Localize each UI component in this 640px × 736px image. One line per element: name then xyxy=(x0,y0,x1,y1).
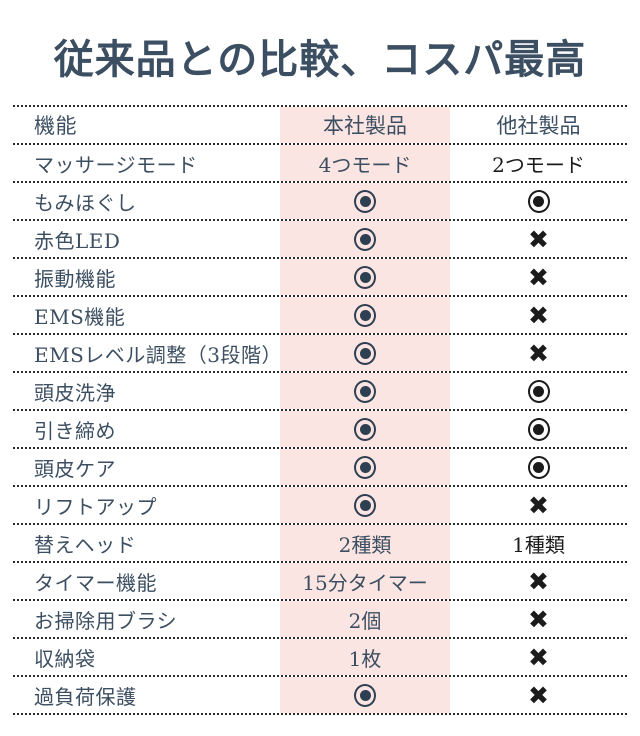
other-product-cell xyxy=(450,373,627,409)
feature-label: 頭皮ケア xyxy=(34,456,116,481)
value-text: 2つモード xyxy=(492,152,585,177)
feature-label: 振動機能 xyxy=(34,266,116,291)
other-product-cell: ✖ xyxy=(450,563,627,599)
other-product-cell: ✖ xyxy=(450,487,627,523)
value-text: 4つモード xyxy=(318,152,412,177)
other-product-cell: ✖ xyxy=(450,601,627,637)
other-product-cell: 2つモード xyxy=(450,145,627,181)
our-product-cell xyxy=(280,221,450,257)
our-product-cell xyxy=(280,183,450,219)
bullseye-circle-icon xyxy=(354,493,376,517)
cross-icon: ✖ xyxy=(528,604,549,634)
feature-label: EMS機能 xyxy=(34,304,126,329)
table-header-row: 機能 本社製品 他社製品 xyxy=(13,105,627,143)
other-product-cell xyxy=(450,449,627,485)
feature-label: 替えヘッド xyxy=(34,532,137,557)
our-product-cell xyxy=(280,487,450,523)
other-product-cell: ✖ xyxy=(450,335,627,371)
bullseye-circle-icon xyxy=(354,189,376,213)
cross-icon: ✖ xyxy=(528,338,549,368)
other-product-cell: ✖ xyxy=(450,677,627,713)
our-product-cell xyxy=(280,335,450,371)
other-product-cell: 1種類 xyxy=(450,525,627,561)
column-header-feature: 機能 xyxy=(34,114,77,138)
bullseye-circle-icon xyxy=(527,455,550,479)
cross-icon: ✖ xyxy=(528,224,549,254)
table-row: 赤色LED ✖ xyxy=(13,219,627,257)
our-product-cell: 4つモード xyxy=(280,145,450,181)
table-row: 収納袋 1枚 ✖ xyxy=(13,637,627,675)
bullseye-circle-icon xyxy=(354,683,376,707)
table-row: タイマー機能 15分タイマー ✖ xyxy=(13,561,627,599)
table-row: もみほぐし xyxy=(13,181,627,219)
bullseye-circle-icon xyxy=(354,379,376,403)
bullseye-circle-icon xyxy=(354,455,376,479)
feature-label: タイマー機能 xyxy=(34,570,157,595)
cross-icon: ✖ xyxy=(528,680,549,710)
value-text: 1枚 xyxy=(348,646,382,671)
our-product-cell xyxy=(280,259,450,295)
table-row: 振動機能 ✖ xyxy=(13,257,627,295)
cross-icon: ✖ xyxy=(528,490,549,520)
our-product-cell xyxy=(280,449,450,485)
our-product-cell: 15分タイマー xyxy=(280,563,450,599)
title-area: 従来品との比較、コスパ最高 xyxy=(0,0,640,105)
column-header-our-product: 本社製品 xyxy=(280,107,450,143)
bullseye-circle-icon xyxy=(354,417,376,441)
table-row: 替えヘッド 2種類 1種類 xyxy=(13,523,627,561)
bullseye-circle-icon xyxy=(527,189,550,213)
other-product-cell xyxy=(450,183,627,219)
value-text: 2個 xyxy=(348,608,382,633)
other-product-cell xyxy=(450,411,627,447)
table-row: EMS機能 ✖ xyxy=(13,295,627,333)
table-row: リフトアップ ✖ xyxy=(13,485,627,523)
bullseye-circle-icon xyxy=(354,303,376,327)
page-title: 従来品との比較、コスパ最高 xyxy=(53,35,587,83)
feature-label: お掃除用ブラシ xyxy=(34,608,178,633)
our-product-cell xyxy=(280,677,450,713)
value-text: 15分タイマー xyxy=(302,570,428,595)
our-product-cell xyxy=(280,411,450,447)
table-row: EMSレベル調整（3段階） ✖ xyxy=(13,333,627,371)
feature-label: 赤色LED xyxy=(34,228,121,253)
table-row: マッサージモード 4つモード 2つモード xyxy=(13,143,627,181)
our-product-cell: 1枚 xyxy=(280,639,450,675)
our-product-cell xyxy=(280,297,450,333)
bullseye-circle-icon xyxy=(354,227,376,251)
cross-icon: ✖ xyxy=(528,642,549,672)
cross-icon: ✖ xyxy=(528,566,549,596)
feature-label: 収納袋 xyxy=(34,646,96,671)
feature-label: マッサージモード xyxy=(34,152,198,177)
table-row: 過負荷保護 ✖ xyxy=(13,675,627,713)
bullseye-circle-icon xyxy=(354,341,376,365)
cross-icon: ✖ xyxy=(528,262,549,292)
value-text: 1種類 xyxy=(512,532,565,557)
table-row: 引き締め xyxy=(13,409,627,447)
table-row: お掃除用ブラシ 2個 ✖ xyxy=(13,599,627,637)
our-product-cell xyxy=(280,373,450,409)
feature-label: EMSレベル調整（3段階） xyxy=(34,342,283,367)
our-product-cell: 2個 xyxy=(280,601,450,637)
feature-label: 過負荷保護 xyxy=(34,684,137,709)
bullseye-circle-icon xyxy=(527,417,550,441)
our-product-cell: 2種類 xyxy=(280,525,450,561)
table-row: 頭皮洗浄 xyxy=(13,371,627,409)
value-text: 2種類 xyxy=(338,532,392,557)
other-product-cell: ✖ xyxy=(450,297,627,333)
other-product-cell: ✖ xyxy=(450,259,627,295)
comparison-table: 機能 本社製品 他社製品 マッサージモード 4つモード 2つモード もみほぐし … xyxy=(13,105,627,715)
bullseye-circle-icon xyxy=(527,379,550,403)
feature-label: 頭皮洗浄 xyxy=(34,380,116,405)
bullseye-circle-icon xyxy=(354,265,376,289)
column-header-other-product: 他社製品 xyxy=(496,114,581,138)
feature-label: リフトアップ xyxy=(34,494,157,519)
feature-label: 引き締め xyxy=(34,418,116,443)
other-product-cell: ✖ xyxy=(450,639,627,675)
other-product-cell: ✖ xyxy=(450,221,627,257)
table-row: 頭皮ケア xyxy=(13,447,627,485)
cross-icon: ✖ xyxy=(528,300,549,330)
feature-label: もみほぐし xyxy=(34,190,137,215)
